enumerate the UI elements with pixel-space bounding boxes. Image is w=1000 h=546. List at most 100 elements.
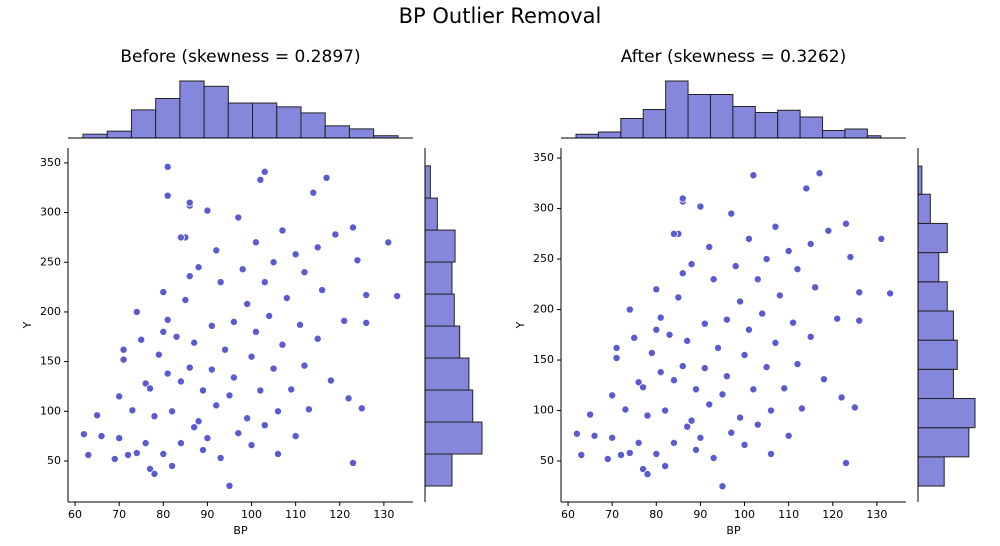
scatter-point xyxy=(243,414,252,423)
scatter-point xyxy=(168,461,177,470)
scatter-point xyxy=(216,453,225,462)
scatter-point xyxy=(198,386,207,395)
scatter-point xyxy=(731,262,740,271)
hist-bar xyxy=(709,94,734,139)
scatter-point xyxy=(203,434,212,443)
scatter-point xyxy=(194,417,203,426)
scatter-point xyxy=(771,338,780,347)
hist-bar xyxy=(348,128,375,139)
hist-bar xyxy=(575,133,599,139)
scatter-point xyxy=(176,377,185,386)
scatter-point xyxy=(150,469,159,478)
scatter-point xyxy=(225,481,234,490)
scatter-point xyxy=(300,268,309,277)
scatter-point xyxy=(273,450,282,459)
x-axis-label: BP xyxy=(233,524,248,537)
hist-bar xyxy=(424,325,461,359)
scatter-point xyxy=(207,365,216,374)
scatter-point xyxy=(696,433,705,442)
scatter-point xyxy=(806,239,815,248)
scatter-point xyxy=(815,169,824,178)
x-tick-label: 80 xyxy=(156,508,170,521)
scatter-point xyxy=(185,198,194,207)
hist-bar xyxy=(424,453,453,487)
scatter-point xyxy=(767,449,776,458)
hist-bar xyxy=(799,116,824,139)
hist-bar xyxy=(424,389,474,423)
y-tick-label: 100 xyxy=(533,404,554,417)
hist-bar xyxy=(917,398,976,429)
scatter-point xyxy=(846,253,855,262)
scatter-point xyxy=(652,285,661,294)
x-tick-label: 130 xyxy=(373,508,394,521)
x-tick-label: 80 xyxy=(649,508,663,521)
scatter-point xyxy=(639,383,648,392)
scatter-point xyxy=(683,336,692,345)
scatter-point xyxy=(661,462,670,471)
x-tick-label: 100 xyxy=(734,508,755,521)
scatter-point xyxy=(256,386,265,395)
scatter-point xyxy=(243,299,252,308)
scatter-point xyxy=(93,411,102,420)
scatter-point xyxy=(309,188,318,197)
hist-bar xyxy=(300,112,326,139)
hist-bar xyxy=(917,252,940,283)
scatter-point xyxy=(119,345,128,354)
scatter-point xyxy=(625,305,634,314)
x-tick-label: 100 xyxy=(241,508,262,521)
scatter-point xyxy=(115,392,124,401)
x-tick-label: 130 xyxy=(866,508,887,521)
scatter-point xyxy=(740,440,749,449)
scatter-point xyxy=(251,238,260,247)
hist-bar xyxy=(917,165,923,195)
scatter-point xyxy=(251,327,260,336)
scatter-point xyxy=(789,318,798,327)
scatter-point xyxy=(692,385,701,394)
scatter-point xyxy=(753,275,762,284)
scatter-point xyxy=(269,258,278,267)
scatter-point xyxy=(247,352,256,361)
scatter-point xyxy=(833,314,842,323)
scatter-point xyxy=(612,343,621,352)
scatter-point xyxy=(665,330,674,339)
scatter-point xyxy=(318,286,327,295)
scatter-point xyxy=(780,384,789,393)
hist-bar xyxy=(917,193,931,224)
scatter-point xyxy=(762,255,771,264)
hist-bar xyxy=(424,229,456,263)
scatter-point xyxy=(718,482,727,491)
hist-bar xyxy=(642,109,667,139)
scatter-point xyxy=(705,242,714,251)
scatter-point xyxy=(229,373,238,382)
scatter-point xyxy=(172,332,181,341)
scatter-point xyxy=(384,238,393,247)
scatter-point xyxy=(119,355,128,364)
scatter-point xyxy=(855,288,864,297)
scatter-point xyxy=(313,334,322,343)
scatter-point xyxy=(234,429,243,438)
scatter-point xyxy=(84,451,93,460)
hist-bar xyxy=(130,109,157,139)
scatter-point xyxy=(784,246,793,255)
y-tick-label: 150 xyxy=(533,353,554,366)
scatter-point xyxy=(842,219,851,228)
y-tick-label: 350 xyxy=(40,156,61,169)
x-tick-label: 110 xyxy=(778,508,799,521)
scatter-point xyxy=(661,406,670,415)
scatter-point xyxy=(212,401,221,410)
hist-bar xyxy=(917,339,958,370)
hist-bar xyxy=(687,94,711,139)
scatter-point xyxy=(260,167,269,176)
scatter-point xyxy=(163,315,172,324)
scatter-point xyxy=(115,434,124,443)
y-axis-label: Y xyxy=(514,321,527,329)
scatter-point xyxy=(234,213,243,222)
scatter-point xyxy=(362,291,371,300)
y-tick-label: 100 xyxy=(40,404,61,417)
scatter-point xyxy=(260,278,269,287)
scatter-point xyxy=(79,430,88,439)
scatter-point xyxy=(696,202,705,211)
scatter-point xyxy=(643,411,652,420)
scatter-point xyxy=(709,275,718,284)
scatter-point xyxy=(736,413,745,422)
